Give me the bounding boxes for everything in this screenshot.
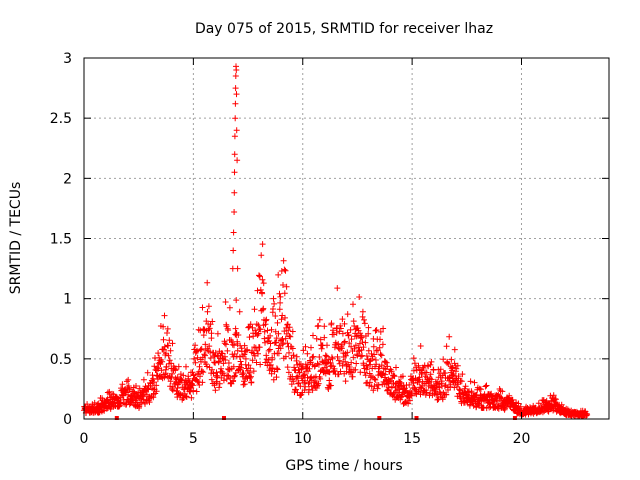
baseline-markers <box>114 416 517 420</box>
baseline-marker <box>114 416 119 420</box>
y-tick-labels: 0 0.5 1 1.5 2 2.5 3 <box>50 51 72 428</box>
y-tick-label: 0.5 <box>50 352 72 368</box>
y-tick-label: 0 <box>63 412 72 428</box>
chart-title: Day 075 of 2015, SRMTID for receiver lha… <box>195 21 493 37</box>
x-tick-label: 0 <box>80 431 89 447</box>
y-tick-label: 2.5 <box>50 111 72 127</box>
x-axis-label: GPS time / hours <box>285 458 402 474</box>
x-tick-label: 20 <box>513 431 531 447</box>
data-points <box>81 63 591 420</box>
baseline-marker <box>377 416 382 420</box>
x-tick-label: 10 <box>294 431 312 447</box>
y-tick-label: 3 <box>63 51 72 67</box>
baseline-marker <box>222 416 226 420</box>
y-tick-label: 1.5 <box>50 232 72 248</box>
y-tick-label: 2 <box>63 171 72 187</box>
y-tick-label: 1 <box>63 292 72 308</box>
baseline-marker <box>512 416 517 420</box>
axis-ticks <box>83 57 609 420</box>
x-tick-label: 15 <box>403 431 421 447</box>
x-tick-label: 5 <box>189 431 198 447</box>
y-axis-label: SRMTID / TECUs <box>8 182 24 295</box>
baseline-marker <box>414 416 419 420</box>
x-tick-labels: 0 5 10 15 20 <box>80 431 531 447</box>
series-srmtid-markers <box>81 63 591 420</box>
